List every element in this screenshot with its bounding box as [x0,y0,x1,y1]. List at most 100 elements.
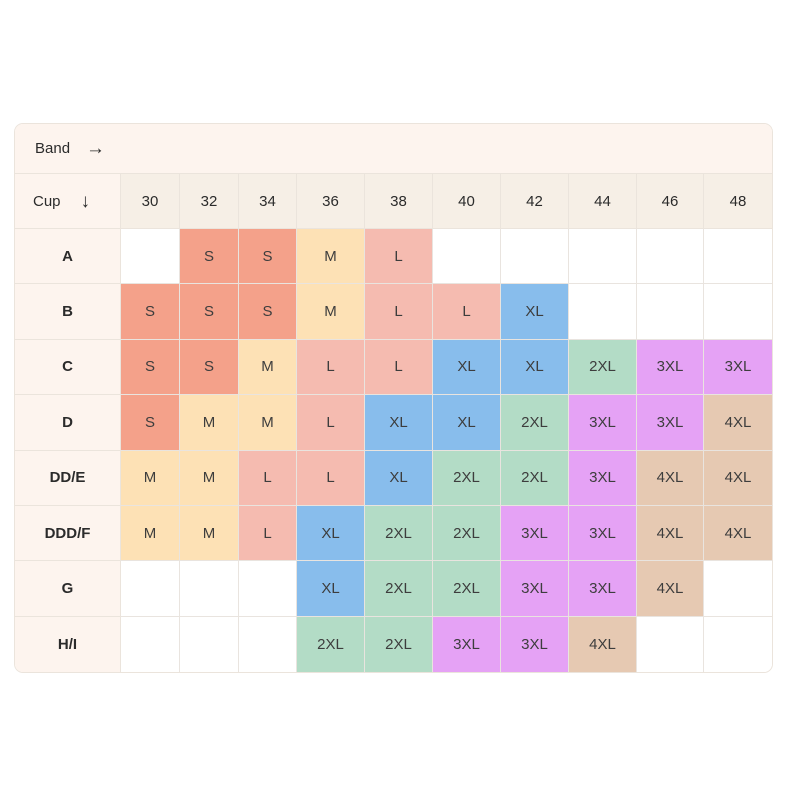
size-cell: 3XL [501,616,569,672]
size-cell: S [239,284,297,340]
size-cell: XL [501,339,569,396]
size-cell: 4XL [704,450,772,506]
cup-label: Cup [33,192,61,210]
cup-size-label: H/I [15,616,121,672]
cup-size-label: DDD/F [15,505,121,562]
size-cell: 4XL [704,395,772,451]
cup-axis-header: Cup ↓ [15,174,121,229]
cup-size-label: B [15,284,121,340]
size-cell: 2XL [433,561,501,617]
size-cell: L [365,339,433,396]
size-cell: M [239,395,297,451]
size-cell: 2XL [365,505,433,562]
size-cell: 2XL [569,339,637,396]
size-cell: M [297,229,365,285]
size-cell: M [121,450,180,506]
empty-cell [704,229,772,285]
empty-cell [704,561,772,617]
size-cell: S [180,284,239,340]
size-cell: L [365,284,433,340]
size-cell: M [180,505,239,562]
size-cell: S [239,229,297,285]
table-row: DDD/F M M L XL 2XL 2XL 3XL 3XL 4XL 4XL [15,505,772,562]
table-row: B S S S M L L XL [15,284,772,340]
empty-cell [121,616,180,672]
band-label: Band [35,140,71,157]
cup-size-label: A [15,229,121,285]
empty-cell [704,616,772,672]
size-cell: 2XL [433,450,501,506]
empty-cell [433,229,501,285]
size-cell: L [239,450,297,506]
empty-cell [637,229,704,285]
size-cell: XL [297,561,365,617]
size-cell: 3XL [433,616,501,672]
size-cell: L [297,395,365,451]
empty-cell [501,229,569,285]
size-cell: 3XL [569,561,637,617]
size-cell: L [365,229,433,285]
band-axis-header: Band → [15,124,772,174]
size-cell: S [180,229,239,285]
size-cell: 4XL [704,505,772,562]
size-cell: 2XL [501,395,569,451]
size-cell: 4XL [637,450,704,506]
size-cell: L [433,284,501,340]
size-cell: L [239,505,297,562]
empty-cell [121,229,180,285]
size-cell: 2XL [365,616,433,672]
size-cell: 4XL [569,616,637,672]
size-cell: 3XL [569,395,637,451]
size-cell: 3XL [704,339,772,396]
empty-cell [569,229,637,285]
size-cell: 2XL [433,505,501,562]
size-cell: S [121,284,180,340]
size-cell: XL [501,284,569,340]
arrow-down-icon: ↓ [80,190,91,212]
table-row: H/I 2XL 2XL 3XL 3XL 4XL [15,616,772,672]
band-size-header-row: Cup ↓ 30 32 34 36 38 40 42 44 46 48 [15,174,772,229]
size-cell: 2XL [297,616,365,672]
band-size-36: 36 [297,174,365,229]
empty-cell [121,561,180,617]
table-row: D S M M L XL XL 2XL 3XL 3XL 4XL [15,395,772,451]
band-size-38: 38 [365,174,433,229]
size-cell: XL [365,450,433,506]
size-cell: L [297,339,365,396]
table-row: C S S M L L XL XL 2XL 3XL 3XL [15,339,772,396]
size-cell: S [180,339,239,396]
cup-size-label: DD/E [15,450,121,506]
band-size-44: 44 [569,174,637,229]
table-row: G XL 2XL 2XL 3XL 3XL 4XL [15,561,772,617]
empty-cell [180,616,239,672]
size-cell: M [180,450,239,506]
size-cell: M [180,395,239,451]
empty-cell [239,561,297,617]
empty-cell [637,284,704,340]
band-size-46: 46 [637,174,704,229]
cup-size-label: D [15,395,121,451]
empty-cell [704,284,772,340]
size-cell: M [121,505,180,562]
size-cell: S [121,339,180,396]
size-cell: L [297,450,365,506]
cup-size-label: C [15,339,121,396]
band-size-34: 34 [239,174,297,229]
size-cell: 3XL [637,339,704,396]
size-grid: A S S M L B S S S M L L XL C S S M L L XL XL 2XL 3XL 3XL D S M M L XL… [15,229,772,672]
size-cell: S [121,395,180,451]
size-cell: 3XL [569,450,637,506]
arrow-right-icon: → [86,138,106,159]
size-cell: 4XL [637,561,704,617]
band-size-48: 48 [704,174,772,229]
band-size-32: 32 [180,174,239,229]
size-cell: XL [365,395,433,451]
empty-cell [180,561,239,617]
size-cell: 3XL [569,505,637,562]
size-cell: M [297,284,365,340]
size-cell: 3XL [637,395,704,451]
size-cell: XL [297,505,365,562]
cup-size-label: G [15,561,121,617]
